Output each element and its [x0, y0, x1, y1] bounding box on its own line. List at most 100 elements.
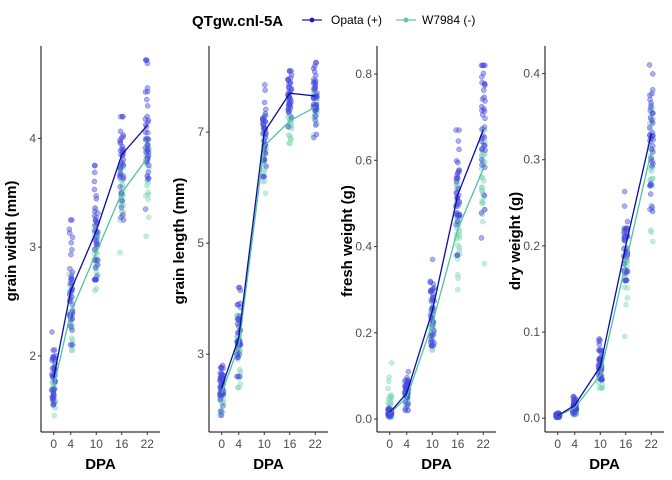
y-tick-label: 0.2	[355, 326, 372, 340]
data-point	[570, 393, 577, 400]
x-tick-label: 4	[571, 437, 578, 451]
data-point	[67, 323, 74, 329]
legend-key-opata-point	[309, 17, 315, 23]
y-tick-label: 3	[197, 347, 204, 361]
data-point	[478, 187, 485, 194]
panel-3: 0.0 0.2 0.4 0.6 0.8 0 4 10 16 22 DPA fresh weight (…	[339, 46, 496, 473]
data-point	[262, 178, 268, 184]
y-axis-title: dry weight (g)	[507, 192, 524, 290]
data-point	[51, 386, 58, 392]
x-tick-label: 22	[141, 437, 155, 451]
data-point	[93, 277, 99, 283]
data-point	[117, 166, 124, 172]
data-point	[93, 193, 99, 199]
x-tick-label: 22	[477, 437, 491, 451]
data-point	[456, 244, 463, 250]
data-point	[117, 184, 123, 190]
data-point	[621, 284, 627, 291]
data-point	[481, 82, 488, 89]
x-tick-label: 10	[90, 437, 104, 451]
data-point	[313, 101, 320, 108]
data-point	[262, 190, 269, 196]
data-point	[261, 99, 268, 106]
data-point	[313, 113, 319, 119]
data-point	[117, 113, 124, 120]
data-point	[649, 110, 656, 117]
data-point	[119, 182, 126, 188]
data-point	[144, 142, 151, 148]
data-point	[120, 113, 126, 120]
data-point	[429, 347, 435, 353]
data-point	[480, 70, 487, 77]
x-axis-title: DPA	[253, 456, 284, 473]
data-point	[120, 209, 127, 216]
data-point	[68, 239, 75, 246]
y-tick-label: 0.4	[523, 67, 540, 81]
data-point	[482, 98, 488, 104]
data-point	[287, 140, 294, 146]
data-point	[623, 301, 629, 308]
data-point	[120, 212, 126, 219]
data-point	[144, 136, 150, 142]
data-point	[286, 140, 292, 146]
opata-mean-line	[221, 92, 316, 388]
legend-title: QTgw.cnl-5A	[192, 13, 283, 30]
data-point	[142, 206, 149, 212]
data-point	[648, 227, 654, 233]
data-point	[456, 146, 462, 153]
data-point	[456, 169, 462, 175]
data-point	[69, 234, 76, 241]
data-point	[69, 247, 75, 253]
w7984-points	[49, 135, 152, 419]
data-point	[218, 375, 224, 382]
data-point	[262, 118, 269, 125]
data-point	[478, 62, 485, 69]
data-point	[285, 76, 291, 83]
w7984-mean-line	[221, 106, 316, 394]
data-point	[287, 133, 293, 139]
legend: QTgw.cnl-5A Opata (+) W7984 (-)	[192, 13, 475, 30]
data-point	[481, 81, 488, 87]
data-point	[69, 337, 76, 343]
data-point	[117, 249, 123, 256]
data-point	[599, 382, 605, 388]
data-point	[454, 218, 461, 225]
data-point	[649, 129, 656, 136]
data-point	[288, 125, 295, 132]
data-point	[286, 68, 293, 74]
opata-mean-line	[389, 129, 484, 414]
data-point	[481, 124, 488, 130]
legend-key-w7984-point	[403, 17, 409, 23]
x-axis-title: DPA	[589, 456, 620, 473]
data-point	[481, 142, 487, 149]
data-point	[481, 261, 488, 267]
w7984-mean-line	[53, 157, 148, 387]
x-tick-label: 10	[258, 437, 272, 451]
data-point	[646, 62, 653, 68]
data-point	[482, 115, 488, 122]
x-tick-label: 10	[426, 437, 440, 451]
w7984-mean-line	[389, 168, 484, 414]
data-point	[387, 400, 394, 407]
x-tick-label: 0	[218, 437, 225, 451]
y-tick-label: 0.0	[523, 411, 540, 425]
data-point	[624, 218, 631, 225]
data-point	[145, 176, 151, 182]
data-point	[144, 146, 151, 153]
data-point	[236, 366, 243, 373]
x-tick-label: 22	[309, 437, 323, 451]
data-point	[91, 169, 98, 176]
data-point	[648, 168, 655, 175]
data-point	[218, 408, 224, 415]
data-point	[93, 196, 100, 202]
data-point	[217, 396, 224, 403]
data-point	[388, 360, 395, 366]
x-axis-title: DPA	[421, 456, 452, 473]
data-point	[67, 342, 74, 348]
data-point	[69, 347, 76, 353]
opata-points	[217, 59, 320, 419]
data-point	[478, 157, 485, 163]
opata-points	[49, 57, 152, 408]
data-point	[262, 82, 268, 88]
